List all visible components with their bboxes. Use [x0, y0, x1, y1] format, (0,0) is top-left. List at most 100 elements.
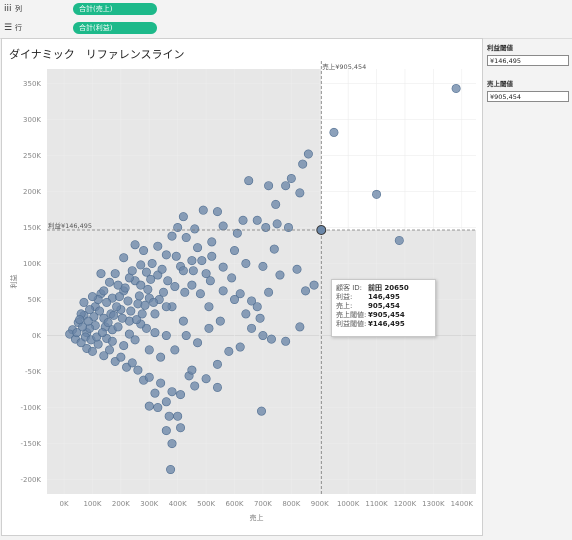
data-point [255, 313, 265, 323]
data-point [130, 335, 140, 345]
profit-threshold-title: 利益閾値 [487, 44, 513, 52]
data-point [157, 264, 167, 274]
data-point [149, 297, 159, 307]
scatter-chart[interactable]: 350K 300K 250K 200K 150K 100K 50K 0K -50K -100K -1… [2, 39, 482, 535]
data-point [232, 228, 242, 238]
data-point [181, 233, 191, 243]
data-point [187, 365, 197, 375]
data-point [286, 173, 296, 183]
data-point [218, 262, 228, 272]
x-tick-label: 1100K [365, 500, 388, 508]
data-point [95, 306, 105, 316]
data-point [161, 302, 171, 312]
profit-reference-label: 利益¥146,495 [48, 221, 92, 230]
data-point [190, 381, 200, 391]
data-point [112, 302, 122, 312]
x-tick-label: 400K [169, 500, 187, 508]
data-point [153, 403, 163, 413]
y-tick-label: -150K [21, 440, 42, 448]
data-point [181, 331, 191, 341]
data-point [75, 315, 85, 325]
data-point [134, 291, 144, 301]
y-tick-label: 100K [23, 260, 41, 268]
data-point [247, 296, 257, 306]
data-point [207, 251, 217, 261]
data-point [266, 334, 276, 344]
data-point [271, 199, 281, 209]
data-point [144, 401, 154, 411]
worksheet-view: ダイナミック リファレンスライン 350K 300K 250K 200K 150K 100… [1, 38, 483, 536]
data-point [123, 296, 133, 306]
data-point [173, 222, 183, 232]
data-point [235, 342, 245, 352]
data-point [83, 316, 93, 326]
data-point [127, 266, 137, 276]
x-tick-label: 500K [197, 500, 215, 508]
data-point [173, 411, 183, 421]
data-point [150, 388, 160, 398]
data-point [163, 276, 173, 286]
data-point [143, 284, 153, 294]
data-point [264, 181, 274, 191]
rows-shelf-label: 行 [15, 24, 22, 32]
shaded-region-bottom-right [321, 229, 476, 494]
sales-pill[interactable]: 合計(売上) [73, 3, 157, 15]
profit-threshold-input[interactable]: ¥146,495 [487, 55, 569, 66]
data-point [139, 246, 149, 256]
data-point [205, 276, 215, 286]
x-tick-label: 300K [140, 500, 158, 508]
data-point [372, 189, 382, 199]
y-axis-title: 利益 [9, 275, 18, 289]
y-tick-label: 350K [23, 80, 41, 88]
data-point [147, 258, 157, 268]
data-point [110, 269, 120, 279]
x-tick-label: 1000K [337, 500, 360, 508]
data-point [161, 426, 171, 436]
x-axis-title: 売上 [250, 513, 264, 522]
data-point [238, 215, 248, 225]
data-point [124, 329, 134, 339]
data-point [227, 273, 237, 283]
x-tick-label: 200K [112, 500, 130, 508]
sales-threshold-input[interactable]: ¥905,454 [487, 91, 569, 102]
data-point [212, 207, 222, 217]
data-point [244, 176, 254, 186]
data-point [146, 274, 156, 284]
data-point [85, 305, 95, 315]
data-point [153, 241, 163, 251]
y-tick-label: -200K [21, 476, 42, 484]
data-point [241, 258, 251, 268]
data-point [212, 359, 222, 369]
data-point [281, 181, 291, 191]
data-point [109, 310, 119, 320]
data-point [133, 365, 143, 375]
data-point [198, 205, 208, 215]
data-point [170, 345, 180, 355]
data-point [295, 322, 305, 332]
data-point [230, 295, 240, 305]
data-point [96, 269, 106, 279]
tooltip-row-profit-threshold: 利益閾値: ¥146,495 [336, 320, 405, 328]
data-point [298, 159, 308, 169]
data-point [87, 346, 97, 356]
data-point [247, 323, 257, 333]
data-point [105, 345, 115, 355]
data-point [215, 316, 225, 326]
data-point [187, 256, 197, 266]
x-tick-label: 1300K [422, 500, 445, 508]
data-point [252, 302, 262, 312]
data-point [193, 243, 203, 253]
x-tick-label: 1200K [394, 500, 417, 508]
data-point [178, 316, 188, 326]
profit-threshold-parameter: 利益閾値 ¥146,495 [487, 42, 569, 66]
data-point [131, 315, 141, 325]
data-point [167, 439, 177, 449]
data-point [119, 253, 129, 263]
data-point [161, 397, 171, 407]
data-point [201, 269, 211, 279]
data-point [295, 188, 305, 198]
profit-pill[interactable]: 合計(利益) [73, 22, 157, 34]
view-title: ダイナミック リファレンスライン [9, 48, 185, 61]
data-point [303, 149, 313, 159]
data-point [230, 246, 240, 256]
